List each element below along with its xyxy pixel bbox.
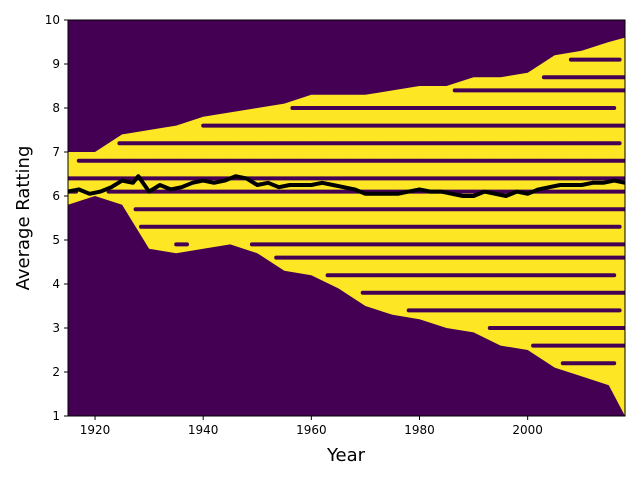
x-tick-label: 1960: [296, 423, 327, 437]
y-tick-label: 6: [52, 189, 60, 203]
x-axis: 1920 1940 1960 1980 2000: [80, 416, 543, 437]
y-tick-label: 9: [52, 57, 60, 71]
x-tick-label: 1920: [80, 423, 111, 437]
y-tick-label: 10: [45, 13, 60, 27]
x-tick-label: 1940: [188, 423, 219, 437]
y-tick-label: 3: [52, 321, 60, 335]
y-tick-label: 4: [52, 277, 60, 291]
y-axis-title: Average Ratting: [13, 146, 34, 291]
average-line-layer: [68, 174, 625, 198]
y-tick-label: 5: [52, 233, 60, 247]
y-tick-label: 1: [52, 409, 60, 423]
plot-area: [67, 19, 626, 417]
plot-frame: [67, 19, 626, 417]
average-rating-line: [68, 174, 625, 198]
y-tick-label: 2: [52, 365, 60, 379]
x-tick-label: 2000: [512, 423, 543, 437]
x-axis-title: Year: [326, 445, 366, 466]
y-tick-label: 8: [52, 101, 60, 115]
heatmap-stripes: [68, 57, 625, 366]
x-tick-label: 1980: [404, 423, 435, 437]
y-axis: 1 2 3 4 5 6 7 8 9 10: [45, 13, 68, 423]
y-tick-label: 7: [52, 145, 60, 159]
